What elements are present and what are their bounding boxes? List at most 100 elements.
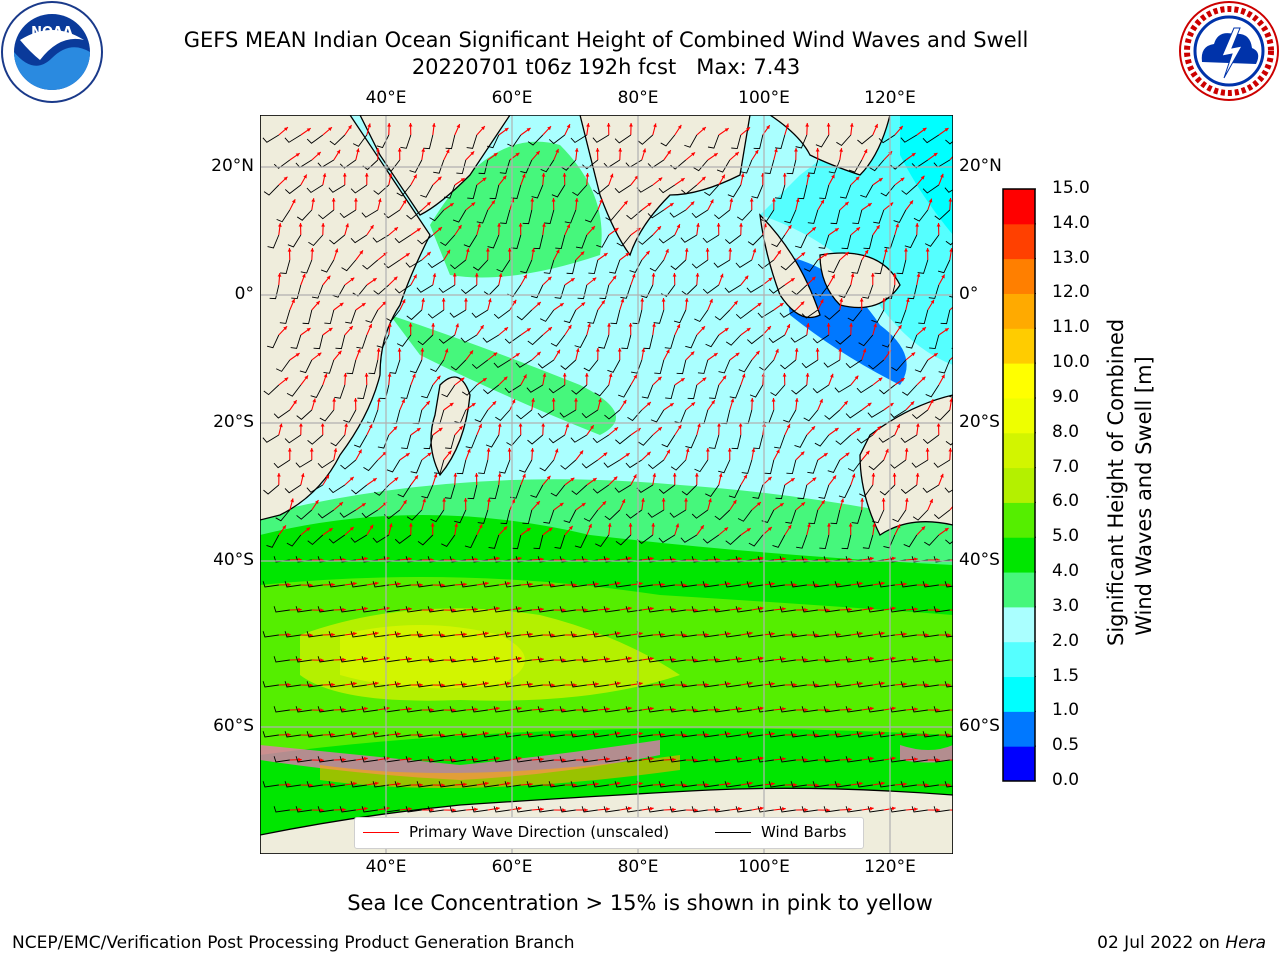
wave-direction-arrowhead (652, 323, 656, 327)
wind-barb (489, 184, 500, 200)
wave-direction-arrowhead (929, 399, 934, 404)
wind-barb (496, 259, 511, 273)
wind-barb (917, 259, 929, 274)
wave-direction-arrowhead (941, 274, 945, 279)
wave-direction-arrowhead (781, 607, 786, 611)
wind-barb (592, 631, 609, 638)
wave-direction-arrowhead (382, 301, 387, 306)
wind-barb (373, 284, 390, 295)
wave-direction-arrowhead (779, 303, 784, 307)
wave-direction-arrowhead (542, 223, 546, 227)
wave-direction-arrowhead (683, 583, 687, 588)
wind-barb (905, 334, 918, 349)
wind-barb (687, 384, 698, 400)
wind-barb (879, 384, 896, 395)
wave-direction-arrowhead (845, 452, 850, 457)
wind-barb (449, 706, 466, 713)
wind-barb (362, 259, 379, 270)
wave-direction-arrowhead (848, 523, 853, 527)
wind-barb (330, 434, 346, 447)
wind-barb (483, 384, 500, 395)
wind-barb (933, 656, 950, 663)
wind-barb (423, 134, 434, 150)
wind-barb (944, 581, 953, 588)
java-sea-waves (780, 255, 907, 385)
wind-barb (295, 806, 312, 813)
wave-direction-arrowhead (948, 198, 953, 202)
wave-direction-arrowhead (325, 474, 330, 479)
wind-barb (804, 259, 819, 272)
wave-direction-arrowhead (684, 248, 689, 252)
wave-direction-arrowhead (829, 373, 834, 378)
wind-barb (574, 534, 588, 549)
wind-barb (526, 731, 543, 738)
wind-barb (537, 359, 555, 369)
wind-barb (803, 409, 819, 422)
wave-direction-arrowhead (314, 500, 319, 505)
wave-direction-arrowhead (695, 273, 700, 277)
wind-barb (610, 309, 621, 325)
wind-barb (284, 434, 302, 444)
wind-barb (746, 284, 764, 293)
wind-barb (276, 359, 291, 372)
wave-direction-arrowhead (323, 373, 328, 378)
wave-direction-arrowhead (438, 227, 442, 231)
wind-barb (785, 509, 797, 524)
wind-barb (489, 484, 500, 500)
wind-barb (845, 806, 862, 813)
wave-direction-arrowhead (369, 524, 374, 529)
lon-label-top: 120°E (864, 88, 916, 108)
wind-barb (680, 534, 698, 543)
wind-barb (405, 756, 422, 763)
wind-barb (560, 359, 577, 370)
colorbar-swatch (1003, 189, 1035, 225)
wave-direction-arrowhead (502, 175, 507, 180)
wave-direction-arrowhead (929, 498, 933, 503)
wind-barb (394, 234, 412, 244)
wave-direction-arrowhead (408, 323, 413, 327)
wave-direction-arrowhead (909, 200, 914, 205)
wave-direction-arrowhead (855, 176, 860, 181)
wind-barb (454, 509, 467, 524)
wind-barb (911, 656, 928, 663)
wave-direction-arrowhead (412, 373, 416, 378)
wind-barb (570, 681, 587, 688)
wind-barb (691, 706, 708, 713)
wind-barb (797, 484, 808, 500)
wave-direction-arrowhead (614, 427, 619, 432)
wind-barb (649, 259, 665, 272)
wind-barb (420, 184, 434, 198)
wind-barb (815, 134, 830, 148)
wave-direction-arrowhead (358, 449, 362, 454)
wave-direction-arrowhead (811, 227, 816, 231)
colorbar-swatch (1003, 676, 1035, 712)
wind-barb (500, 209, 511, 224)
wind-barb (779, 706, 796, 713)
wind-barb (625, 806, 642, 813)
wind-barb (680, 781, 697, 788)
wave-direction-arrowhead (754, 149, 759, 154)
wind-barb (691, 656, 708, 663)
wave-direction-arrowhead (737, 557, 742, 561)
wave-direction-arrowhead (551, 583, 555, 588)
legend-swatch-black (715, 832, 751, 833)
wave-direction-arrowhead (732, 499, 737, 504)
wind-barb (465, 434, 478, 449)
wind-barb (830, 509, 841, 525)
wave-direction-arrowhead (677, 424, 682, 429)
wind-barb (856, 781, 873, 788)
colorbar-swatch (1003, 572, 1035, 608)
wave-direction-arrowhead (661, 732, 665, 737)
wave-direction-arrowhead (737, 807, 742, 811)
wind-barb (912, 509, 929, 521)
wave-direction-arrowhead (839, 298, 844, 302)
wind-barb (801, 606, 818, 613)
wave-direction-arrowhead (298, 757, 302, 762)
wind-barb (681, 184, 698, 195)
wave-direction-arrowhead (328, 127, 332, 131)
wind-barb (621, 334, 632, 350)
wave-direction-arrowhead (848, 657, 852, 662)
wave-direction-arrowhead (925, 583, 929, 587)
wave-direction-arrowhead (584, 608, 588, 612)
wave-direction-arrowhead (701, 127, 706, 131)
